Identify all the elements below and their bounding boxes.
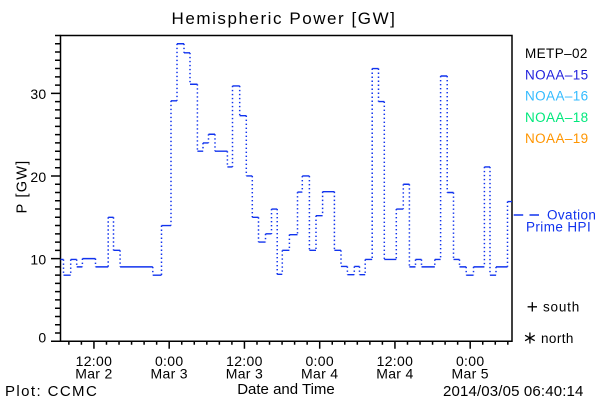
svg-text:20: 20 bbox=[30, 169, 46, 185]
svg-text:Date and Time: Date and Time bbox=[237, 381, 335, 398]
svg-text:METP–02: METP–02 bbox=[525, 46, 588, 61]
svg-text:0:00: 0:00 bbox=[155, 353, 183, 369]
svg-text:0: 0 bbox=[38, 329, 46, 345]
svg-text:12:00: 12:00 bbox=[377, 353, 414, 369]
svg-text:Mar 5: Mar 5 bbox=[452, 366, 489, 382]
svg-text:P [GW]: P [GW] bbox=[15, 160, 31, 214]
svg-text:10: 10 bbox=[30, 251, 46, 267]
svg-text:Mar 2: Mar 2 bbox=[75, 366, 112, 382]
svg-text:NOAA–19: NOAA–19 bbox=[525, 131, 589, 146]
svg-text:Mar 3: Mar 3 bbox=[151, 366, 188, 382]
svg-text:0:00: 0:00 bbox=[305, 353, 333, 369]
svg-text:NOAA–15: NOAA–15 bbox=[525, 67, 589, 82]
svg-text:Prime HPI: Prime HPI bbox=[526, 220, 591, 235]
svg-text:south: south bbox=[543, 300, 580, 315]
svg-text:Mar 4: Mar 4 bbox=[376, 366, 413, 382]
svg-text:north: north bbox=[541, 331, 574, 346]
svg-text:Mar 4: Mar 4 bbox=[301, 366, 338, 382]
svg-text:0:00: 0:00 bbox=[456, 353, 484, 369]
svg-text:Ovation: Ovation bbox=[547, 208, 596, 223]
svg-text:30: 30 bbox=[30, 86, 46, 102]
svg-text:Mar 3: Mar 3 bbox=[226, 366, 263, 382]
svg-text:12:00: 12:00 bbox=[226, 353, 263, 369]
svg-text:Plot: CCMC: Plot: CCMC bbox=[5, 383, 98, 400]
svg-text:Hemispheric Power [GW]: Hemispheric Power [GW] bbox=[172, 9, 397, 28]
svg-text:2014/03/05 06:40:14: 2014/03/05 06:40:14 bbox=[443, 383, 583, 400]
svg-text:12:00: 12:00 bbox=[76, 353, 113, 369]
svg-text:NOAA–18: NOAA–18 bbox=[525, 110, 589, 125]
svg-text:NOAA–16: NOAA–16 bbox=[525, 89, 589, 104]
